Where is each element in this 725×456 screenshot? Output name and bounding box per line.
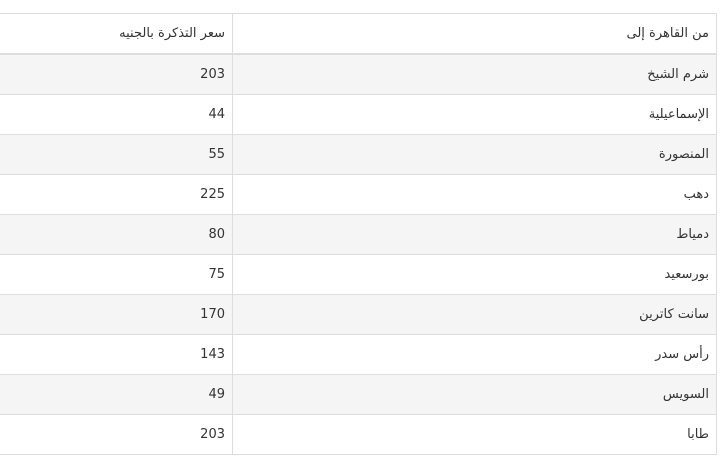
table-row: شرم الشيخ 203 <box>0 53 717 95</box>
price-cell: 44 <box>0 94 233 135</box>
table-row: دمياط 80 <box>0 214 717 255</box>
price-cell: 170 <box>0 294 233 335</box>
price-cell: 80 <box>0 214 233 255</box>
destination-cell: الإسماعيلية <box>232 94 717 135</box>
table-row: السويس 49 <box>0 374 717 415</box>
table-header-row: من القاهرة إلى سعر التذكرة بالجنيه <box>0 13 717 55</box>
price-cell: 143 <box>0 334 233 375</box>
destination-cell: دمياط <box>232 214 717 255</box>
destination-cell: رأس سدر <box>232 334 717 375</box>
table-row: الإسماعيلية 44 <box>0 94 717 135</box>
table-row: رأس سدر 143 <box>0 334 717 375</box>
destination-cell: دهب <box>232 174 717 215</box>
table-row: طابا 203 <box>0 414 717 455</box>
table-row: المنصورة 55 <box>0 134 717 175</box>
header-destination: من القاهرة إلى <box>232 13 717 55</box>
price-cell: 225 <box>0 174 233 215</box>
destination-cell: طابا <box>232 414 717 455</box>
destination-cell: سانت كاترين <box>232 294 717 335</box>
price-cell: 55 <box>0 134 233 175</box>
destination-cell: شرم الشيخ <box>232 53 717 95</box>
destination-cell: المنصورة <box>232 134 717 175</box>
header-price: سعر التذكرة بالجنيه <box>0 13 233 55</box>
destination-cell: السويس <box>232 374 717 415</box>
ticket-price-table: من القاهرة إلى سعر التذكرة بالجنيه شرم ا… <box>0 13 717 455</box>
price-cell: 203 <box>0 414 233 455</box>
table-row: سانت كاترين 170 <box>0 294 717 335</box>
table-row: بورسعيد 75 <box>0 254 717 295</box>
price-cell: 49 <box>0 374 233 415</box>
table-row: دهب 225 <box>0 174 717 215</box>
price-cell: 75 <box>0 254 233 295</box>
destination-cell: بورسعيد <box>232 254 717 295</box>
price-cell: 203 <box>0 53 233 95</box>
